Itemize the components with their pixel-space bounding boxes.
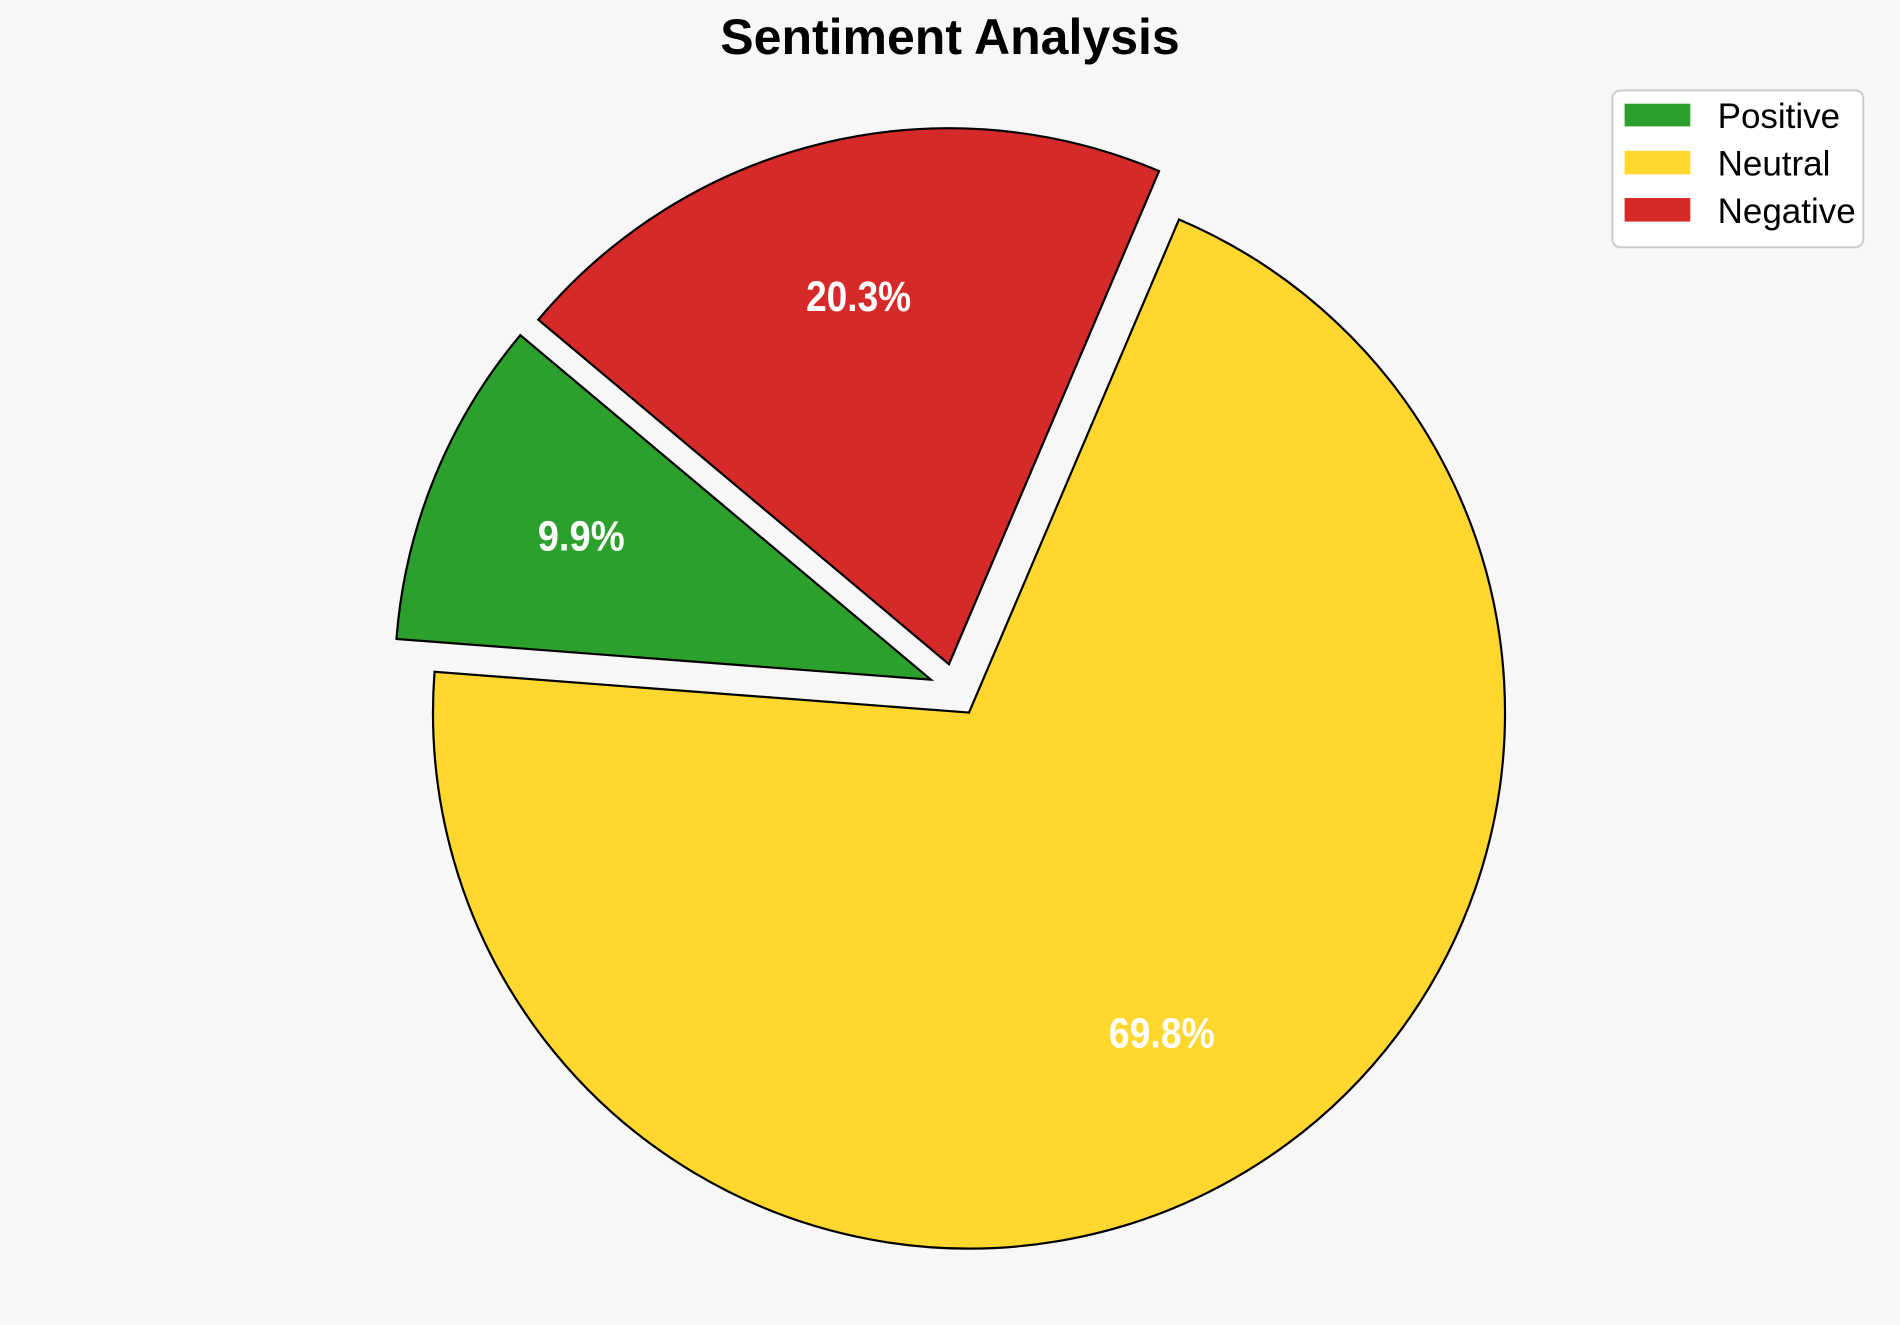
svg-text:Sentiment Analysis: Sentiment Analysis: [720, 9, 1179, 65]
svg-text:20.3%: 20.3%: [806, 273, 911, 321]
svg-text:9.9%: 9.9%: [538, 512, 625, 560]
svg-text:Negative: Negative: [1718, 192, 1856, 231]
svg-text:Positive: Positive: [1718, 97, 1841, 136]
svg-text:69.8%: 69.8%: [1109, 1010, 1215, 1058]
svg-text:Neutral: Neutral: [1718, 145, 1831, 184]
